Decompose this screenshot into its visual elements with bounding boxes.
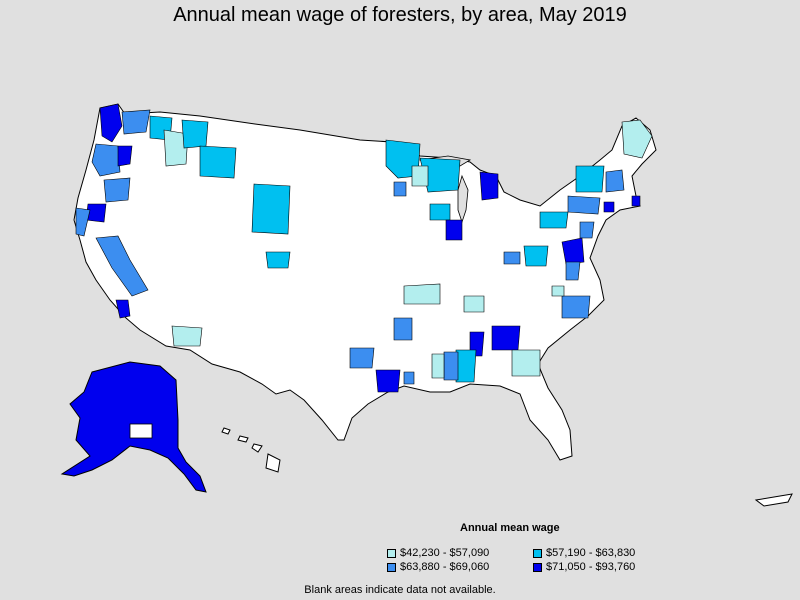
legend-label-tier4: $71,050 - $93,760	[546, 561, 636, 573]
legend-swatch-tier3	[387, 562, 396, 572]
map-title: Annual mean wage of foresters, by area, …	[173, 4, 627, 26]
region-hawaii	[221, 427, 281, 473]
legend-item-tier2: $57,190 - $63,830	[533, 547, 635, 559]
footnote: Blank areas indicate data not available.	[304, 584, 496, 596]
legend-label-tier1: $42,230 - $57,090	[400, 547, 490, 559]
legend-item-tier1: $42,230 - $57,090	[387, 547, 489, 559]
legend-swatch-tier1	[387, 548, 396, 558]
legend-item-tier4: $71,050 - $93,760	[533, 561, 635, 573]
legend-swatch-tier4	[533, 562, 542, 572]
legend-label-tier2: $57,190 - $63,830	[546, 547, 636, 559]
wage-areas	[75, 103, 653, 393]
legend-title: Annual mean wage	[460, 522, 560, 534]
alaska-blank-area	[129, 423, 153, 439]
legend-swatch-tier2	[533, 548, 542, 558]
region-puerto-rico	[754, 493, 793, 507]
legend-label-tier3: $63,880 - $69,060	[400, 561, 490, 573]
legend-item-tier3: $63,880 - $69,060	[387, 561, 489, 573]
